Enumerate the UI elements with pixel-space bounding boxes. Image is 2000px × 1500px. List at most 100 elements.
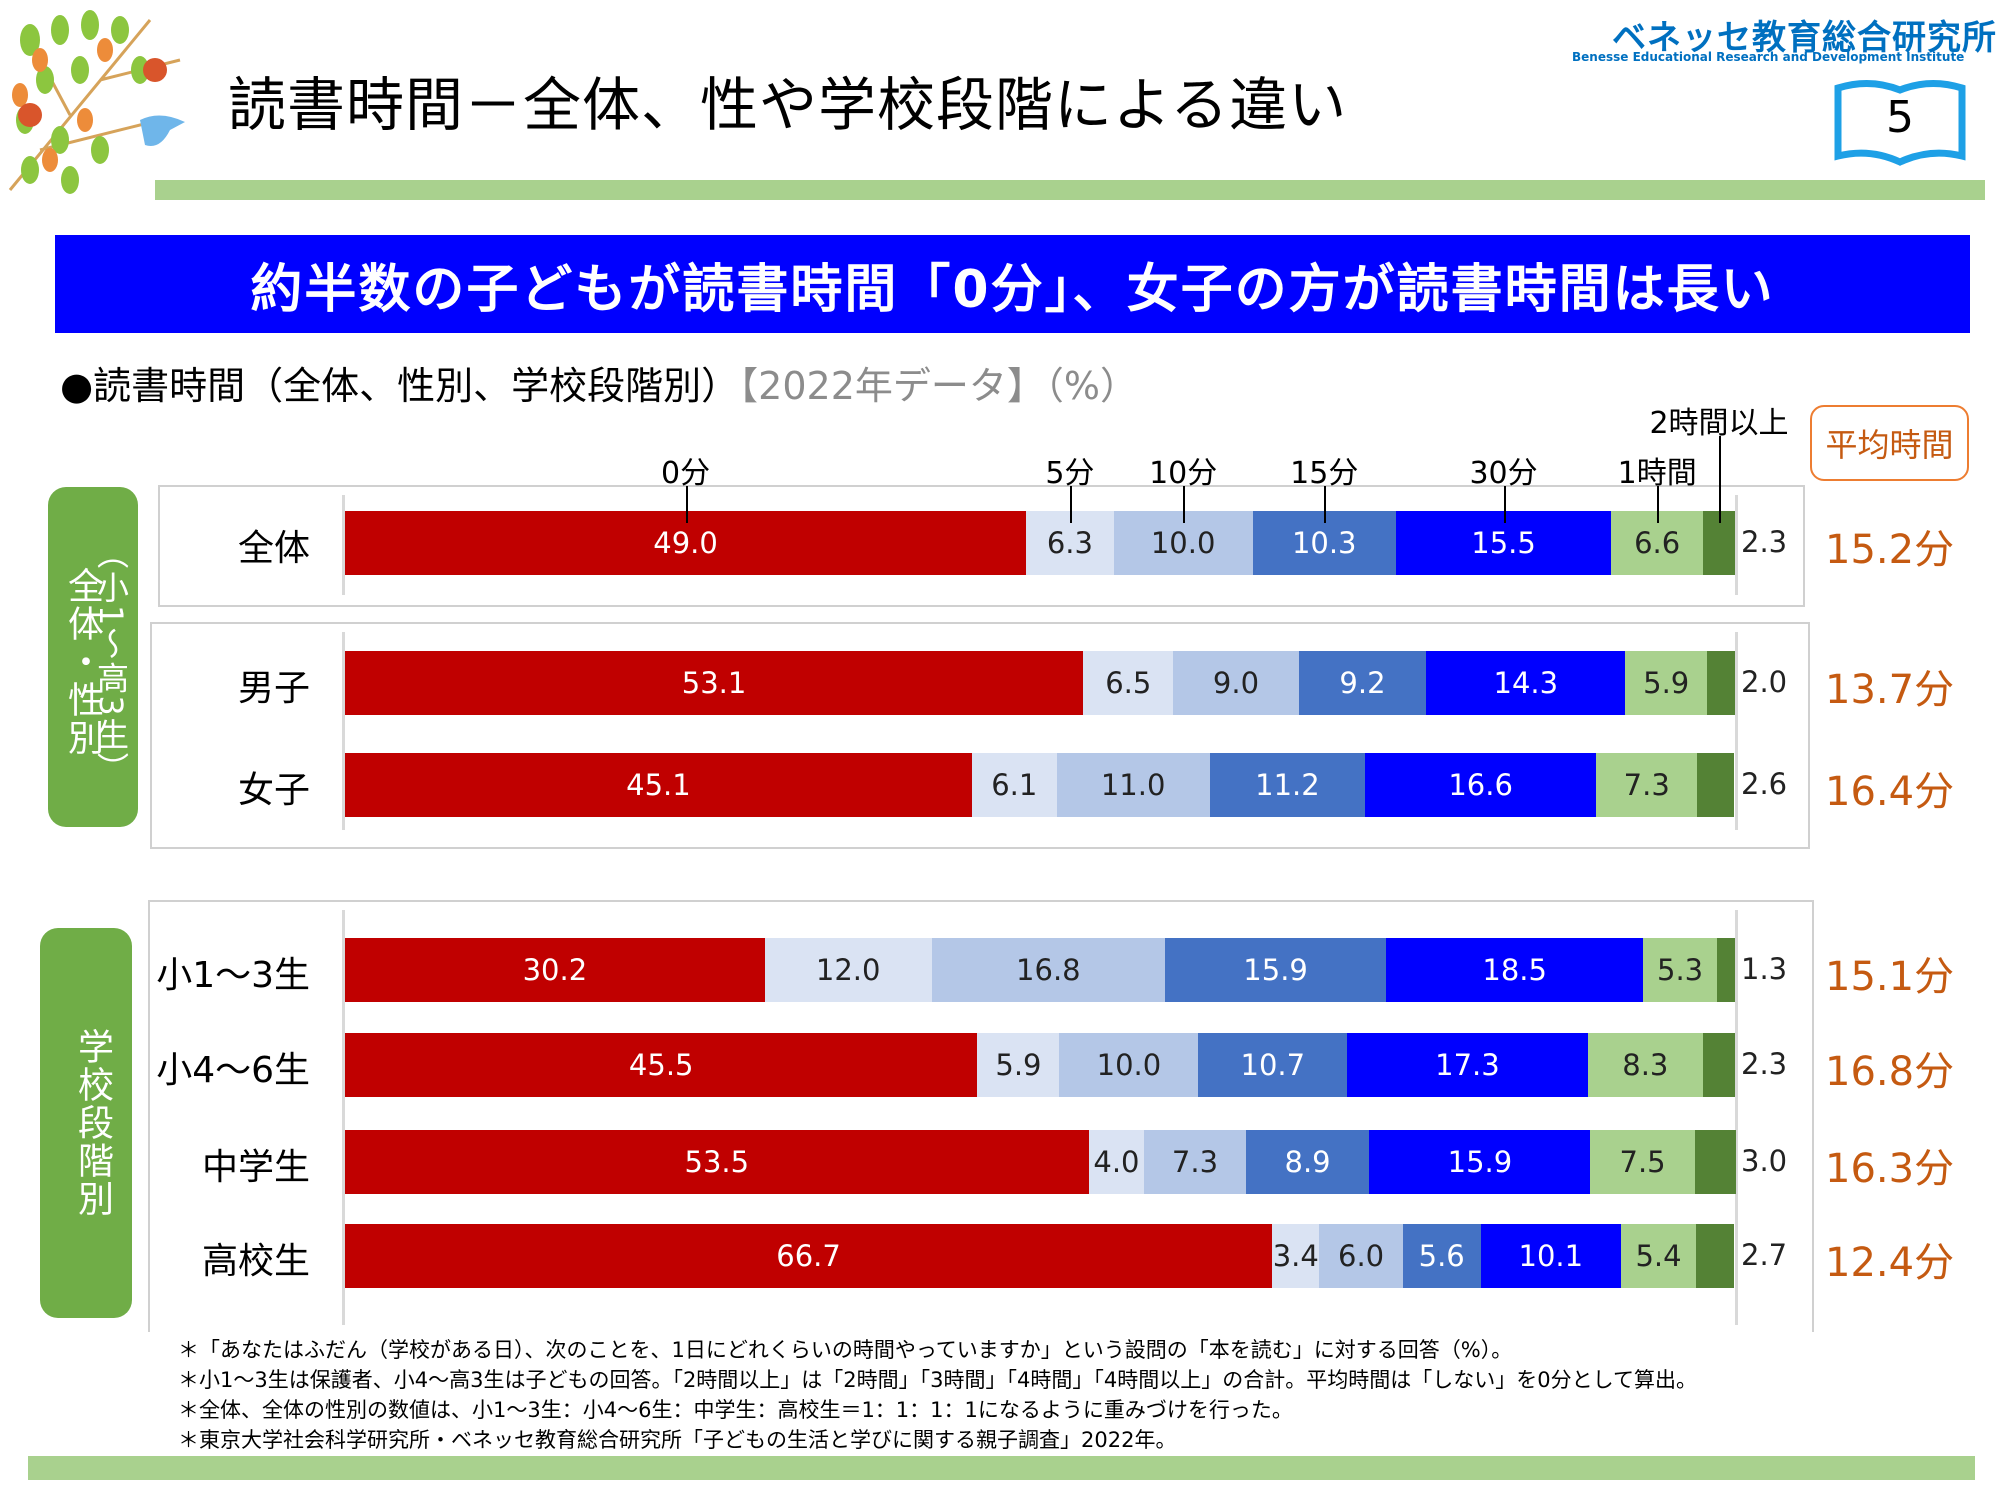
headline-banner: 約半数の子どもが読書時間「0分」、女子の方が読書時間は長い bbox=[55, 235, 1970, 333]
bar-segment-30分: 15.5 bbox=[1395, 511, 1612, 575]
data-label: 6.0 bbox=[1338, 1239, 1385, 1273]
data-label: 6.6 bbox=[1634, 526, 1681, 560]
legend-leader-line bbox=[1183, 486, 1186, 523]
data-label: 7.3 bbox=[1171, 1145, 1219, 1179]
logo-jp: ベネッセ教育総合研究所 bbox=[1612, 18, 1997, 58]
average-time-value: 16.8分 bbox=[1825, 1049, 1955, 1095]
bar-segment-2時間以上 bbox=[1694, 1130, 1737, 1194]
bar-segment-15分: 11.2 bbox=[1209, 753, 1366, 817]
bar-segment-2時間以上 bbox=[1716, 938, 1735, 1002]
data-label: 5.9 bbox=[1643, 666, 1690, 700]
data-label: 2.3 bbox=[1741, 525, 1788, 559]
bar-segment-30分: 16.6 bbox=[1365, 753, 1596, 817]
axis-baseline bbox=[1735, 495, 1738, 595]
data-label: 45.5 bbox=[628, 1048, 694, 1082]
average-time-value: 15.1分 bbox=[1825, 954, 1955, 1000]
category-label: 小1～3生 bbox=[156, 955, 310, 996]
bar-segment-0分: 66.7 bbox=[345, 1224, 1273, 1288]
legend-leader-line bbox=[1503, 486, 1506, 523]
average-time-value: 13.7分 bbox=[1825, 667, 1955, 713]
data-label: 15.9 bbox=[1447, 1145, 1513, 1179]
footer-rule bbox=[28, 1456, 1975, 1480]
bird-icon bbox=[140, 115, 185, 146]
bar-segment-5分: 6.1 bbox=[971, 753, 1057, 817]
bar-segment-5分: 4.0 bbox=[1088, 1130, 1145, 1194]
bar-segment-1時間: 5.4 bbox=[1621, 1224, 1697, 1288]
data-label: 5.4 bbox=[1635, 1239, 1682, 1273]
bar-segment-2時間以上 bbox=[1696, 1224, 1734, 1288]
legend-leader-line bbox=[685, 486, 688, 523]
bar-segment-1時間: 7.3 bbox=[1596, 753, 1698, 817]
logo-en: Benesse Educational Research and Develop… bbox=[1572, 50, 1965, 64]
category-label: 中学生 bbox=[201, 1147, 310, 1188]
bar-segment-0分: 45.1 bbox=[345, 753, 972, 817]
bar-segment-30分: 18.5 bbox=[1386, 938, 1644, 1002]
bar-segment-10分: 9.0 bbox=[1173, 651, 1299, 715]
bar-segment-15分: 8.9 bbox=[1245, 1130, 1370, 1194]
bar-segment-15分: 10.7 bbox=[1198, 1033, 1348, 1097]
data-label: 66.7 bbox=[776, 1239, 841, 1273]
data-label: 49.0 bbox=[653, 526, 718, 560]
data-label: 10.1 bbox=[1518, 1239, 1584, 1273]
data-label: 2.3 bbox=[1741, 1047, 1788, 1081]
book-icon bbox=[1834, 79, 1966, 166]
bar-segment-10分: 16.8 bbox=[931, 938, 1166, 1002]
data-label: 11.2 bbox=[1255, 768, 1320, 802]
bar-segment-5分: 5.9 bbox=[977, 1033, 1060, 1097]
header-rule bbox=[155, 180, 1985, 200]
tree-branch-illustration bbox=[8, 10, 185, 194]
legend-leader-line bbox=[1719, 436, 1721, 523]
bar-segment-30分: 14.3 bbox=[1426, 651, 1626, 715]
data-label: 12.0 bbox=[815, 953, 881, 987]
data-label: 2.6 bbox=[1741, 767, 1788, 801]
side-tab-overall-gender-label: 全体・性別 bbox=[62, 567, 103, 757]
bar-segment-0分: 53.5 bbox=[345, 1130, 1089, 1194]
data-label: 8.9 bbox=[1284, 1145, 1331, 1179]
data-label: 53.5 bbox=[684, 1145, 750, 1179]
data-label: 7.5 bbox=[1619, 1145, 1666, 1179]
bar-segment-0分: 30.2 bbox=[345, 938, 765, 1002]
average-time-value: 16.3分 bbox=[1825, 1146, 1955, 1192]
legend-leader-line bbox=[1069, 486, 1072, 523]
axis-baseline bbox=[1735, 910, 1738, 1325]
legend-leader-line bbox=[1657, 486, 1660, 523]
data-label: 6.1 bbox=[991, 768, 1038, 802]
legend-label-1時間: 1時間 bbox=[1617, 456, 1697, 491]
axis-baseline bbox=[342, 495, 345, 595]
data-label: 15.5 bbox=[1471, 526, 1536, 560]
data-label: 9.0 bbox=[1212, 666, 1260, 700]
data-label: 16.8 bbox=[1016, 953, 1081, 987]
data-label: 10.0 bbox=[1096, 1048, 1162, 1082]
bar-segment-1時間: 6.6 bbox=[1611, 511, 1704, 575]
page-number: 5 bbox=[1886, 92, 1914, 143]
bar-segment-2時間以上 bbox=[1697, 753, 1734, 817]
side-tab-overall-gender: （小1～高3生） 全体・性別 bbox=[48, 487, 138, 827]
group-box-school bbox=[148, 900, 1814, 1332]
page-title: 読書時間－全体、性や学校段階による違い bbox=[228, 71, 1348, 139]
average-time-value: 16.4分 bbox=[1825, 769, 1955, 815]
bar-segment-30分: 15.9 bbox=[1369, 1130, 1591, 1194]
bar-segment-0分: 45.5 bbox=[345, 1033, 978, 1097]
data-label: 3.4 bbox=[1272, 1239, 1319, 1273]
data-label: 1.3 bbox=[1741, 952, 1788, 986]
legend-label-0分: 0分 bbox=[661, 456, 711, 491]
bar-segment-10分: 10.0 bbox=[1059, 1033, 1199, 1097]
data-label: 53.1 bbox=[681, 666, 747, 700]
data-label: 16.6 bbox=[1448, 768, 1513, 802]
data-label: 9.2 bbox=[1339, 666, 1386, 700]
bar-segment-30分: 10.1 bbox=[1480, 1224, 1621, 1288]
bar-segment-1時間: 7.5 bbox=[1590, 1130, 1695, 1194]
group-box-overall bbox=[158, 485, 1805, 607]
category-label: 全体 bbox=[237, 528, 310, 569]
data-label: 2.7 bbox=[1741, 1238, 1788, 1272]
bar-segment-2時間以上 bbox=[1707, 651, 1735, 715]
legend-leader-line bbox=[1324, 486, 1327, 523]
data-label: 11.0 bbox=[1100, 768, 1166, 802]
chart-subtitle-main: ●読書時間（全体、性別、学校段階別） bbox=[60, 364, 740, 408]
bar-segment-1時間: 5.3 bbox=[1643, 938, 1717, 1002]
bar-segment-1時間: 8.3 bbox=[1587, 1033, 1704, 1097]
data-label: 8.3 bbox=[1622, 1048, 1669, 1082]
footnote: ＊全体、全体の性別の数値は、小1～3生：小4～6生：中学生：高校生＝1：1：1：… bbox=[178, 1398, 1293, 1422]
data-label: 45.1 bbox=[626, 768, 691, 802]
data-label: 2.0 bbox=[1741, 665, 1788, 699]
